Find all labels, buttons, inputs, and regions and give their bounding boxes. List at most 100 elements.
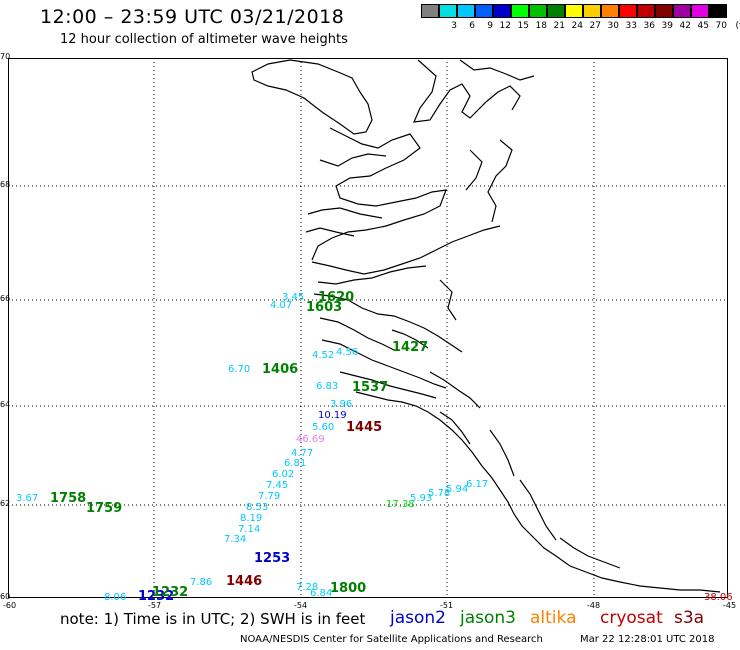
map-frame [8,58,728,598]
swh-value: 4.07 [270,300,293,311]
pass-time-label: 1800 [330,581,367,596]
swh-value: 38.06 [704,592,733,603]
swh-value: 4.77 [291,448,314,459]
swh-value: 17.38 [386,499,415,510]
lat-label-60: 60 [0,592,11,601]
lon-label-60: -60 [3,601,17,610]
swh-value: 3.45 [282,292,305,303]
credit-line: NOAA/NESDIS Center for Satellite Applica… [240,634,543,645]
swh-value: 5.94 [446,484,469,495]
lat-label-68: 68 [0,180,11,189]
pass-time-label: 1232 [138,589,175,604]
colorbar-unit: (ft) [735,21,740,31]
pass-time-label: 1445 [346,420,383,435]
footnote: note: 1) Time is in UTC; 2) SWH is in fe… [60,610,366,628]
swh-value: 4.56 [336,347,359,358]
colorbar-tick-label: 9 [487,21,493,31]
swh-value: 3.96 [330,399,353,410]
swh-value: 7.86 [190,577,213,588]
pass-time-label: 1427 [392,340,429,355]
colorbar-tick-label: 12 [499,21,511,31]
swh-value: 8.53 [246,502,269,513]
pass-time-label: 1603 [306,300,343,315]
swh-value: 8.06 [104,592,127,603]
pass-time-label: 1406 [262,362,299,377]
swh-value: 6.70 [228,364,251,375]
colorbar-tick-label: 24 [571,21,583,31]
colorbar-swatch [709,4,727,18]
colorbar-tick-label: 18 [535,21,547,31]
colorbar-swatch [619,4,637,18]
swh-value: 8.19 [240,513,263,524]
colorbar-swatch [637,4,655,18]
colorbar-tick-label: 21 [553,21,565,31]
colorbar-tick-label: 33 [625,21,637,31]
colorbar-tick-label: 70 [715,21,727,31]
generated-timestamp: Mar 22 12:28:01 UTC 2018 [580,634,715,645]
colorbar-swatch [511,4,529,18]
swh-value: 7.45 [266,480,289,491]
colorbar-swatch [601,4,619,18]
colorbar-swatch [457,4,475,18]
legend-altika: altika [530,608,577,628]
pass-time-label: 1758 [50,491,87,506]
lon-label-51: -51 [440,601,454,610]
colorbar-tick-label: 45 [697,21,709,31]
colorbar-tick-label: 3 [451,21,457,31]
swh-value: 6.83 [316,381,339,392]
swh-value: 7.14 [238,524,261,535]
colorbar-swatch [583,4,601,18]
swh-value: 4.52 [312,350,335,361]
colorbar-swatch [421,4,439,18]
colorbar-tick-label: 15 [517,21,529,31]
wave-height-colorbar [421,4,727,18]
swh-value: 5.78 [428,488,451,499]
colorbar-tick-label: 30 [607,21,619,31]
swh-value: 46.69 [296,434,325,445]
lon-label-45: -45 [723,601,737,610]
swh-value: 6.84 [310,588,333,599]
colorbar-swatch [529,4,547,18]
legend-s3a: s3a [674,608,705,628]
swh-value: 5.93 [410,493,433,504]
map-title: 12:00 – 23:59 UTC 03/21/2018 [40,6,345,28]
colorbar-tick-label: 27 [589,21,601,31]
colorbar-tick-label: 39 [661,21,673,31]
swh-value: 3.67 [16,493,39,504]
colorbar-swatch [691,4,709,18]
colorbar-swatch [655,4,673,18]
lon-label-57: -57 [148,601,162,610]
colorbar-tick-label: 42 [679,21,691,31]
pass-time-label: 1232 [152,585,189,600]
swh-value: 6.02 [272,469,295,480]
colorbar-swatch [475,4,493,18]
swh-value: 5.60 [312,422,335,433]
legend-jason3: jason3 [460,608,516,628]
pass-time-label: 1620 [318,290,355,305]
lat-label-62: 62 [0,499,11,508]
swh-value: 7.34 [224,534,247,545]
pass-time-label: 1253 [254,551,291,566]
swh-value: 6.81 [284,458,307,469]
colorbar-swatch [493,4,511,18]
lat-label-66: 66 [0,294,11,303]
pass-time-label: 1446 [226,574,263,589]
lat-label-70: 70 [0,52,11,61]
map-subtitle: 12 hour collection of altimeter wave hei… [60,32,348,47]
graticule [8,58,728,598]
lat-label-64: 64 [0,400,11,409]
colorbar-swatch [565,4,583,18]
legend-cryosat: cryosat [600,608,663,628]
colorbar-tick-label: 6 [469,21,475,31]
colorbar-swatch [547,4,565,18]
lon-label-54: -54 [294,601,308,610]
legend-jason2: jason2 [390,608,446,628]
pass-time-label: 1759 [86,501,123,516]
swh-value: 7.79 [258,491,281,502]
colorbar-swatch [673,4,691,18]
greenland-coastline [251,59,721,593]
swh-value: 6.17 [466,479,489,490]
colorbar-swatch [439,4,457,18]
